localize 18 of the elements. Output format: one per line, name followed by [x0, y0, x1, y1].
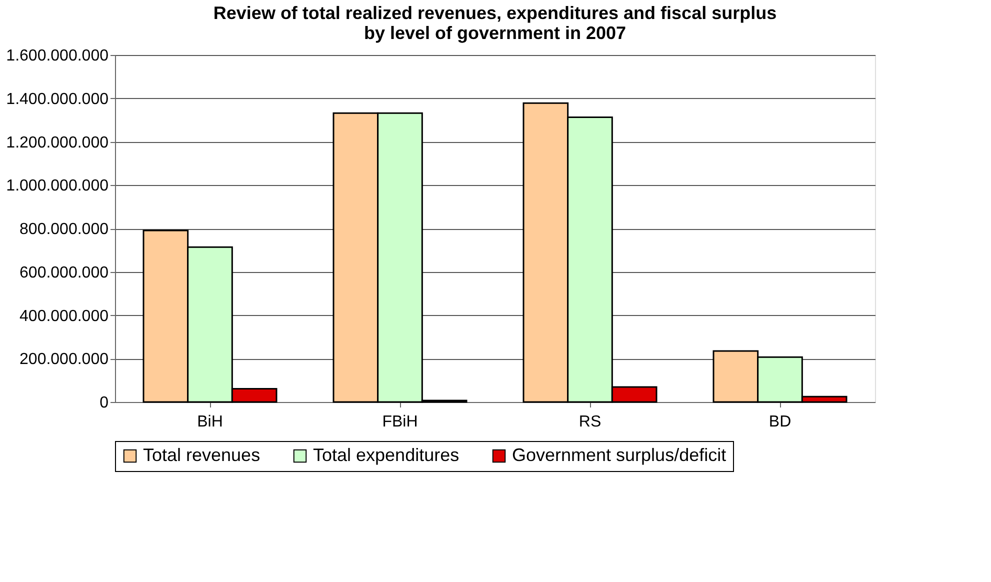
y-tick-label: 1.400.000.000 — [6, 90, 109, 108]
legend-label: Total revenues — [143, 445, 260, 465]
text: Review of total realized revenues, expenditures and fiscal surplus — [213, 3, 777, 23]
y-tick-label: 400.000.000 — [20, 308, 109, 325]
y-tick-label: 1.600.000.000 — [6, 48, 109, 64]
y-tick-label: 200.000.000 — [20, 351, 109, 368]
x-tick-label: BiH — [197, 414, 223, 430]
y-tick-label: 600.000.000 — [20, 264, 109, 282]
x-tick-label: FBiH — [382, 414, 418, 430]
y-tick-label: 1.200.000.000 — [6, 134, 109, 152]
legend-label: Government surplus/deficit — [512, 445, 726, 465]
text: by level of government in 2007 — [364, 23, 626, 43]
x-tick-label: RS — [578, 414, 602, 430]
y-tick-label: 1.000.000.000 — [6, 178, 109, 195]
legend-label: Total expenditures — [313, 445, 460, 465]
y-tick-label: 0 — [100, 394, 109, 412]
x-tick-label: BD — [768, 414, 792, 430]
y-tick-label: 800.000.000 — [20, 221, 109, 238]
